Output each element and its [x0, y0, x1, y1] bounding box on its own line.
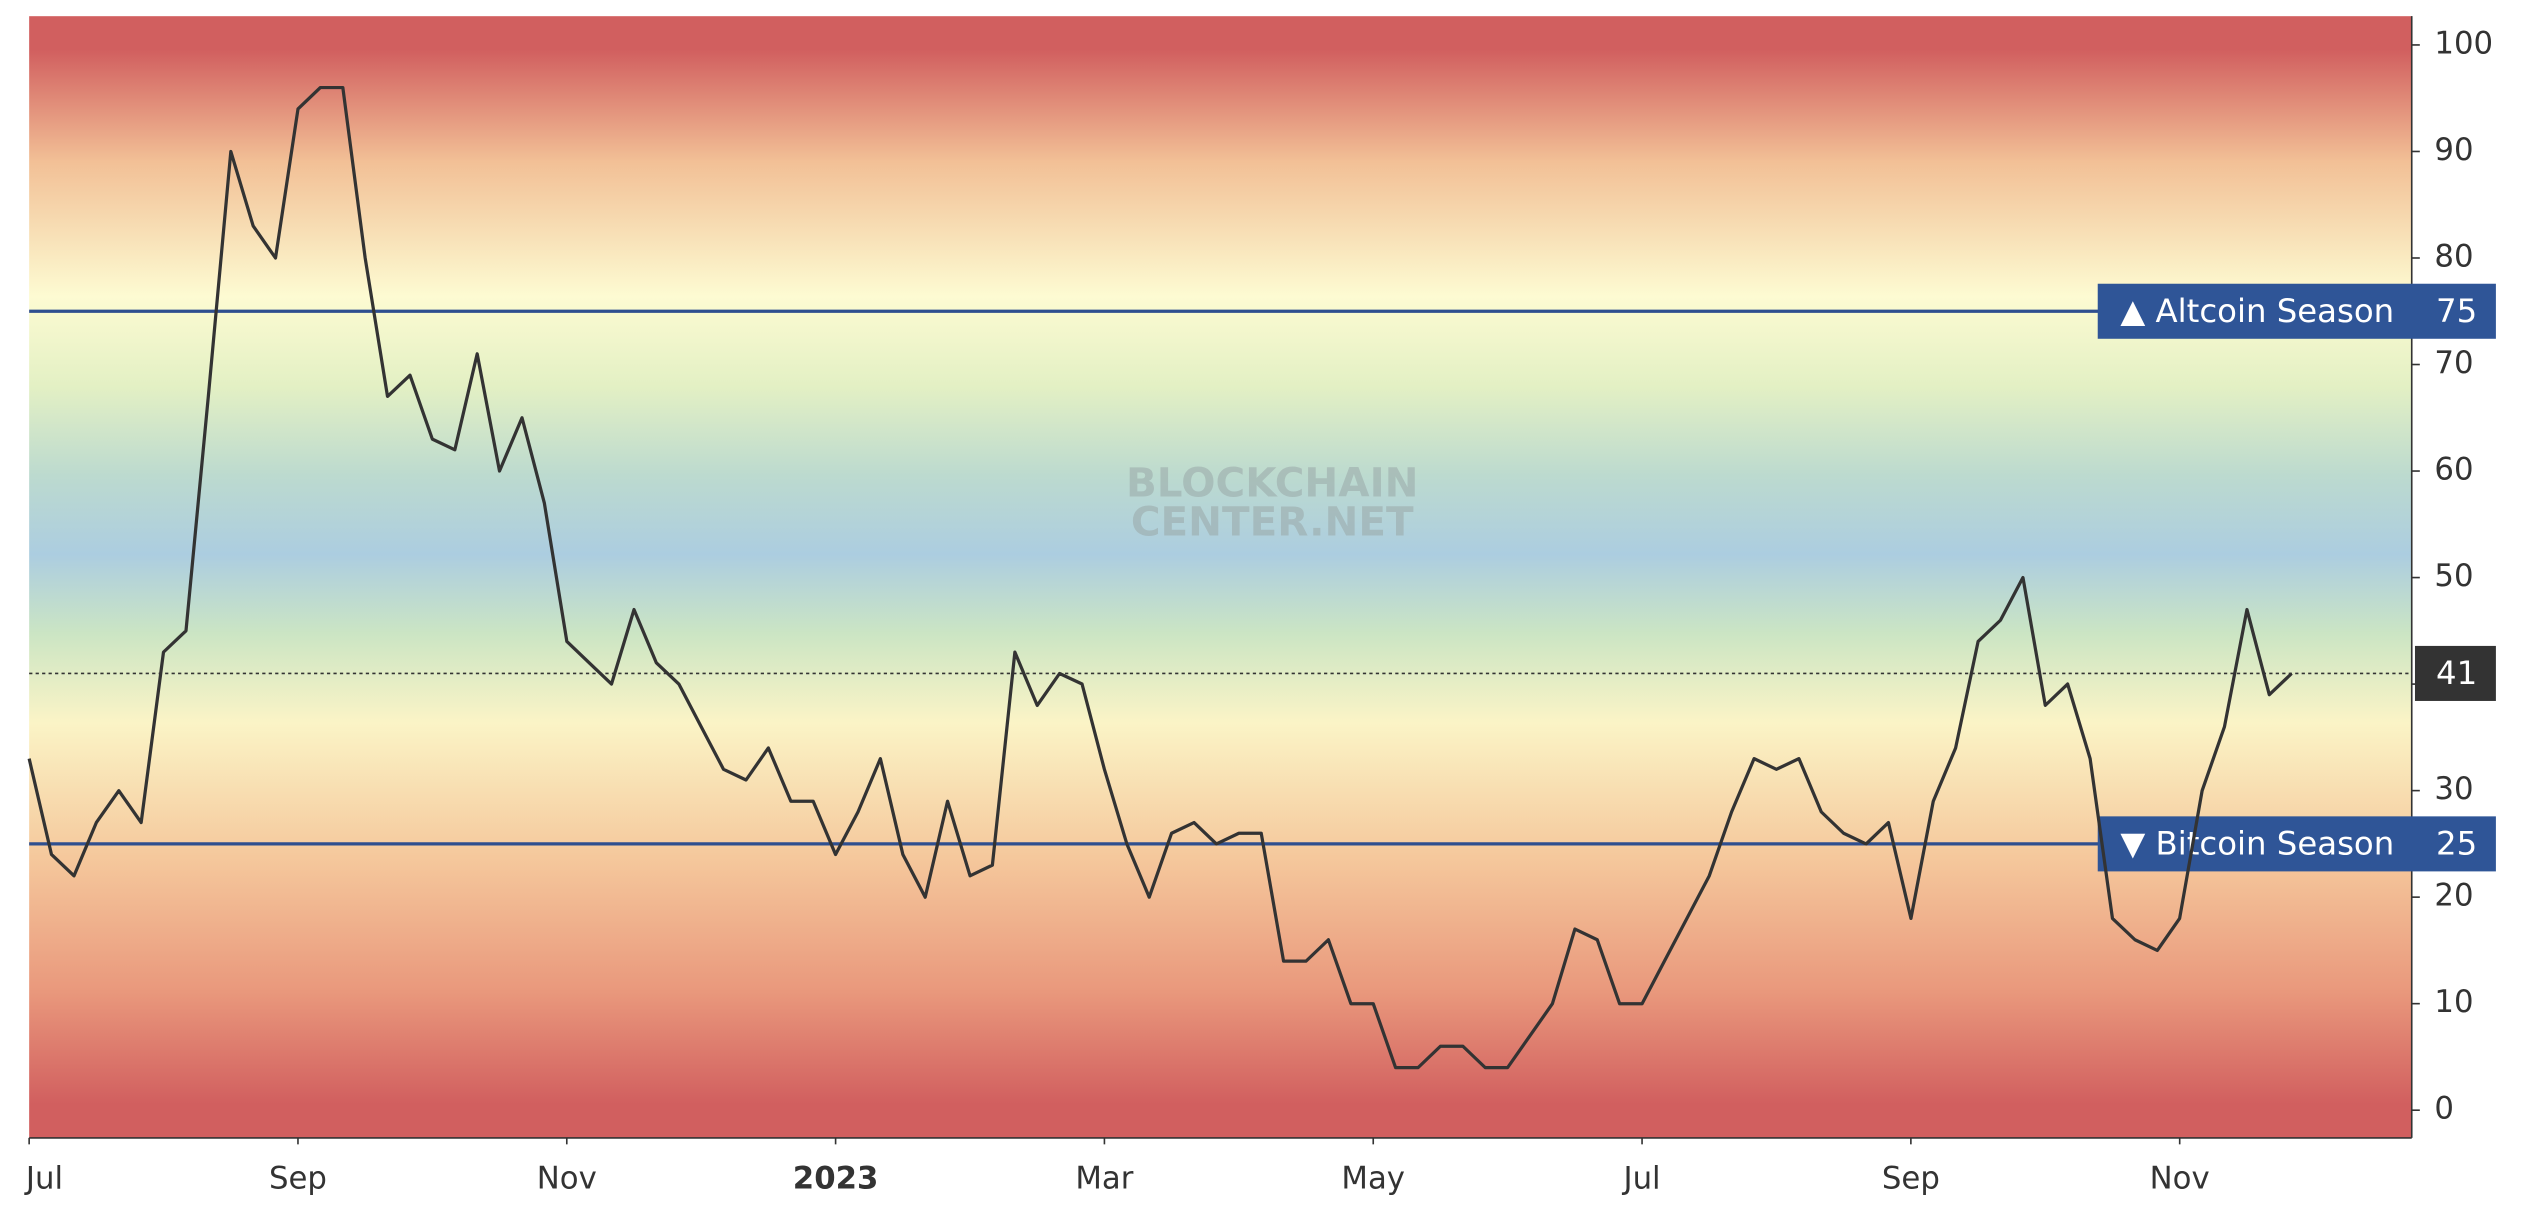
threshold-label: ▼ Bitcoin Season — [2120, 824, 2394, 862]
y-tick-label: 70 — [2434, 345, 2473, 381]
threshold-label: ▲ Altcoin Season — [2120, 292, 2394, 330]
y-tick-label: 20 — [2434, 878, 2473, 914]
threshold-box — [2097, 816, 2496, 872]
threshold-value: 25 — [2436, 824, 2477, 862]
x-tick-label: Sep — [1882, 1160, 1940, 1196]
x-tick-label: Nov — [537, 1160, 597, 1196]
x-tick-label: May — [1341, 1160, 1405, 1196]
x-tick-label: Sep — [269, 1160, 327, 1196]
y-tick-label: 80 — [2434, 238, 2473, 274]
y-tick-label: 10 — [2434, 984, 2473, 1020]
y-tick-label: 60 — [2434, 452, 2473, 488]
watermark: BLOCKCHAIN — [1126, 459, 1419, 507]
x-tick-label: Jul — [24, 1160, 63, 1196]
current-value-box — [2414, 645, 2496, 701]
x-tick-label: Jul — [1622, 1160, 1661, 1196]
x-tick-label: 2023 — [793, 1160, 879, 1196]
watermark: CENTER.NET — [1131, 497, 1414, 545]
index-line — [27, 85, 2293, 1070]
threshold-value: 75 — [2436, 292, 2477, 330]
y-tick-label: 0 — [2434, 1091, 2454, 1127]
y-tick-label: 90 — [2434, 132, 2473, 168]
threshold-box — [2097, 283, 2496, 339]
y-tick-label: 50 — [2434, 558, 2473, 594]
chart-layer: BLOCKCHAINCENTER.NET01020304050607080901… — [24, 25, 2496, 1196]
x-tick-label: Mar — [1075, 1160, 1133, 1196]
plot-background — [29, 16, 2412, 1138]
current-value-label: 41 — [2436, 654, 2477, 692]
y-tick-label: 30 — [2434, 771, 2473, 807]
y-tick-label: 100 — [2434, 25, 2493, 61]
x-tick-label: Nov — [2150, 1160, 2210, 1196]
